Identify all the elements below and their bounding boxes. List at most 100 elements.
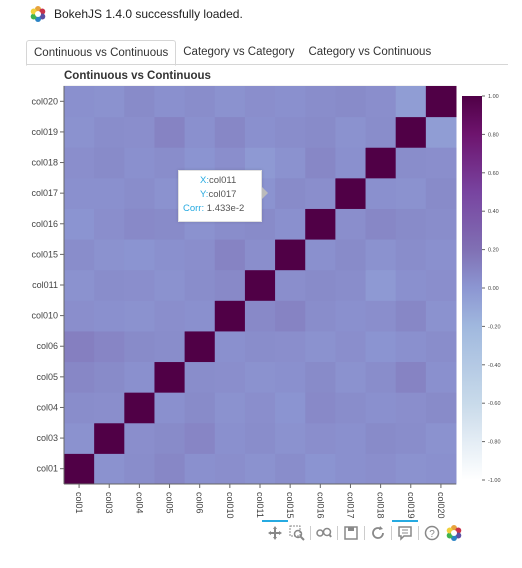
heatmap-cell[interactable] — [124, 453, 155, 485]
heatmap-cell[interactable] — [124, 86, 155, 118]
heatmap-cell[interactable] — [305, 116, 336, 148]
heatmap-cell[interactable] — [425, 392, 457, 424]
heatmap-cell[interactable] — [305, 208, 336, 240]
heatmap-cell[interactable] — [124, 330, 155, 363]
heatmap-cell[interactable] — [244, 269, 276, 301]
heatmap-cell[interactable] — [184, 300, 216, 332]
heatmap-cell[interactable] — [184, 330, 216, 363]
heatmap-cell[interactable] — [64, 86, 95, 118]
heatmap-cell[interactable] — [335, 361, 367, 393]
heatmap-cell[interactable] — [335, 269, 367, 301]
heatmap-cell[interactable] — [184, 239, 216, 271]
heatmap-cell[interactable] — [335, 392, 367, 424]
heatmap-cell[interactable] — [64, 422, 95, 454]
heatmap-cell[interactable] — [94, 330, 125, 363]
heatmap-cell[interactable] — [335, 208, 367, 240]
heatmap-cell[interactable] — [94, 116, 125, 148]
heatmap-cell[interactable] — [395, 147, 427, 179]
heatmap-cell[interactable] — [94, 177, 125, 209]
save-icon[interactable] — [342, 524, 360, 542]
heatmap-cell[interactable] — [94, 392, 125, 424]
tab-continuous-vs-continuous[interactable]: Continuous vs Continuous — [26, 40, 177, 66]
heatmap-cell[interactable] — [425, 422, 457, 454]
heatmap-cell[interactable] — [154, 422, 186, 454]
heatmap-cell[interactable] — [154, 453, 186, 485]
heatmap-cell[interactable] — [64, 361, 95, 393]
heatmap-cell[interactable] — [64, 300, 95, 332]
heatmap-cell[interactable] — [365, 116, 397, 148]
heatmap-cell[interactable] — [124, 300, 155, 332]
heatmap-cell[interactable] — [214, 392, 246, 424]
heatmap-cell[interactable] — [425, 86, 457, 118]
heatmap-cell[interactable] — [214, 330, 246, 363]
wheel-zoom-icon[interactable] — [315, 524, 333, 542]
box-zoom-icon[interactable] — [288, 524, 306, 542]
heatmap-cell[interactable] — [305, 453, 336, 485]
heatmap-cell[interactable] — [184, 361, 216, 393]
heatmap-cell[interactable] — [275, 86, 306, 118]
heatmap-cell[interactable] — [335, 239, 367, 271]
heatmap-cell[interactable] — [425, 116, 457, 148]
heatmap-cell[interactable] — [335, 147, 367, 179]
heatmap-cell[interactable] — [184, 116, 216, 148]
heatmap-cell[interactable] — [275, 361, 306, 393]
heatmap-cell[interactable] — [365, 392, 397, 424]
heatmap-cell[interactable] — [244, 330, 276, 363]
heatmap-cell[interactable] — [425, 177, 457, 209]
heatmap-cell[interactable] — [124, 116, 155, 148]
pan-icon[interactable] — [262, 520, 288, 542]
heatmap-cell[interactable] — [244, 361, 276, 393]
heatmap-cell[interactable] — [275, 208, 306, 240]
heatmap-cell[interactable] — [305, 330, 336, 363]
heatmap-cell[interactable] — [64, 269, 95, 301]
heatmap-cell[interactable] — [365, 453, 397, 485]
heatmap-cell[interactable] — [184, 269, 216, 301]
heatmap-cell[interactable] — [94, 269, 125, 301]
heatmap-cell[interactable] — [94, 422, 125, 454]
heatmap-cell[interactable] — [305, 361, 336, 393]
heatmap-cell[interactable] — [425, 453, 457, 485]
heatmap-cell[interactable] — [94, 453, 125, 485]
heatmap-cell[interactable] — [275, 239, 306, 271]
heatmap-cell[interactable] — [395, 208, 427, 240]
heatmap-cell[interactable] — [124, 177, 155, 209]
heatmap-cell[interactable] — [365, 269, 397, 301]
heatmap-cell[interactable] — [94, 208, 125, 240]
heatmap-cell[interactable] — [154, 361, 186, 393]
heatmap-cell[interactable] — [395, 453, 427, 485]
bokeh-logo-icon[interactable] — [445, 524, 463, 542]
heatmap-cell[interactable] — [365, 239, 397, 271]
heatmap-cell[interactable] — [335, 453, 367, 485]
hover-icon[interactable] — [392, 520, 418, 542]
heatmap-cell[interactable] — [365, 86, 397, 118]
heatmap-cell[interactable] — [64, 330, 95, 363]
heatmap-cell[interactable] — [154, 239, 186, 271]
heatmap-cell[interactable] — [64, 116, 95, 148]
heatmap-cell[interactable] — [244, 392, 276, 424]
heatmap-cell[interactable] — [425, 269, 457, 301]
heatmap-cell[interactable] — [184, 453, 216, 485]
heatmap-cell[interactable] — [214, 361, 246, 393]
heatmap-cell[interactable] — [184, 422, 216, 454]
heatmap-cell[interactable] — [64, 177, 95, 209]
heatmap-cell[interactable] — [124, 269, 155, 301]
heatmap-cell[interactable] — [395, 330, 427, 363]
heatmap-cell[interactable] — [425, 330, 457, 363]
heatmap-cell[interactable] — [365, 422, 397, 454]
heatmap-cell[interactable] — [94, 86, 125, 118]
heatmap-cell[interactable] — [335, 422, 367, 454]
heatmap-cell[interactable] — [275, 330, 306, 363]
heatmap-cell[interactable] — [214, 422, 246, 454]
heatmap-cell[interactable] — [305, 392, 336, 424]
heatmap-cell[interactable] — [94, 147, 125, 179]
heatmap-cell[interactable] — [395, 86, 427, 118]
heatmap-cell[interactable] — [244, 422, 276, 454]
heatmap-cell[interactable] — [94, 300, 125, 332]
heatmap-cell[interactable] — [305, 422, 336, 454]
heatmap-cell[interactable] — [64, 147, 95, 179]
heatmap-cell[interactable] — [335, 177, 367, 209]
heatmap-cell[interactable] — [275, 147, 306, 179]
heatmap-cell[interactable] — [124, 392, 155, 424]
heatmap-cell[interactable] — [214, 453, 246, 485]
